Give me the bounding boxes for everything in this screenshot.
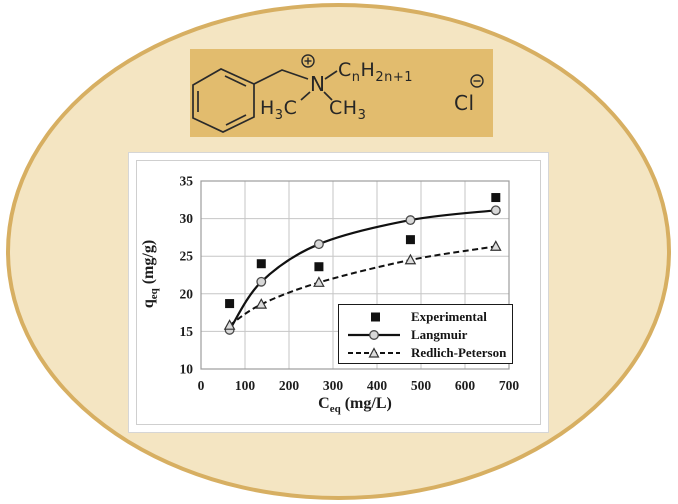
x-tick-label: 300: [323, 378, 344, 393]
y-axis-label-wrap: qeq (mg/g): [133, 167, 167, 381]
chloride-label: Cl: [454, 91, 475, 115]
langmuir-point: [313, 239, 324, 250]
langmuir-point: [256, 276, 267, 287]
legend-row-experimental: Experimental: [339, 308, 512, 326]
langmuir-point: [490, 205, 501, 216]
methyl-bond-icon: [323, 91, 333, 101]
x-tick-label: 600: [455, 378, 476, 393]
y-tick-label: 35: [180, 174, 194, 189]
x-tick-label: 200: [279, 378, 300, 393]
chart-legend: Experimental Langmuir Redlich-Peterson: [338, 304, 513, 364]
plot-border: [200, 180, 510, 370]
methyl-right-label: CH3: [329, 97, 367, 123]
y-tick-label: 25: [180, 249, 194, 264]
double-bond-icon: [224, 75, 247, 87]
methyl-left-label: H3C: [260, 97, 298, 123]
x-tick-label: 500: [411, 378, 432, 393]
legend-row-redlich-peterson: Redlich-Peterson: [339, 344, 512, 362]
redlich-peterson-marker-icon: [348, 347, 400, 358]
redlich-peterson-point: [255, 298, 268, 309]
x-tick-label: 400: [367, 378, 388, 393]
methyl-bond-icon: [300, 91, 311, 101]
chemical-structure-panel: N CnH2n+1 H3C CH3 Cl: [190, 49, 493, 137]
legend-label: Redlich-Peterson: [411, 345, 507, 360]
minus-charge-icon: [470, 74, 484, 88]
experimental-point: [405, 235, 415, 245]
redlich-peterson-point: [404, 253, 417, 265]
chart-area-border: [136, 160, 541, 425]
chart-svg: 0 100 200 300 400 500 600 700 10 15 20 25 30 35: [136, 160, 541, 425]
chart-panel: 0 100 200 300 400 500 600 700 10 15 20 25 30 35 qeq (…: [128, 152, 549, 433]
y-tick-label: 30: [180, 211, 194, 226]
redlich-peterson-point: [223, 319, 236, 330]
chemical-bonds-drawing: [192, 54, 484, 133]
experimental-point: [314, 262, 324, 272]
nitrogen-atom-label: N: [310, 72, 326, 96]
langmuir-point: [405, 215, 416, 226]
double-bond-icon: [225, 114, 247, 126]
benzene-ring-icon: [192, 68, 255, 133]
y-tick-label: 20: [180, 286, 194, 301]
y-axis-label: qeq (mg/g): [140, 239, 160, 309]
x-tick-label: 100: [235, 378, 256, 393]
legend-row-langmuir: Langmuir: [339, 326, 512, 344]
experimental-point: [256, 259, 266, 269]
alkyl-chain-label: CnH2n+1: [338, 59, 414, 85]
x-tick-label: 700: [499, 378, 520, 393]
alkyl-bond-icon: [324, 70, 338, 80]
legend-label: Langmuir: [411, 327, 468, 342]
experimental-point: [225, 299, 235, 309]
experimental-point: [491, 193, 501, 203]
redlich-peterson-line: [229, 245, 496, 327]
x-axis-label: Ceq (mg/L): [318, 395, 392, 415]
legend-label: Experimental: [411, 309, 487, 324]
redlich-peterson-point: [313, 276, 325, 287]
benzyl-bond-icon: [253, 69, 309, 85]
y-tick-label: 10: [180, 362, 194, 377]
experimental-marker-icon: [371, 312, 380, 322]
plus-charge-icon: [301, 54, 315, 68]
redlich-peterson-point: [489, 240, 502, 251]
y-tick-label: 15: [180, 324, 194, 339]
x-tick-label: 0: [198, 378, 205, 393]
langmuir-marker-icon: [348, 330, 400, 340]
